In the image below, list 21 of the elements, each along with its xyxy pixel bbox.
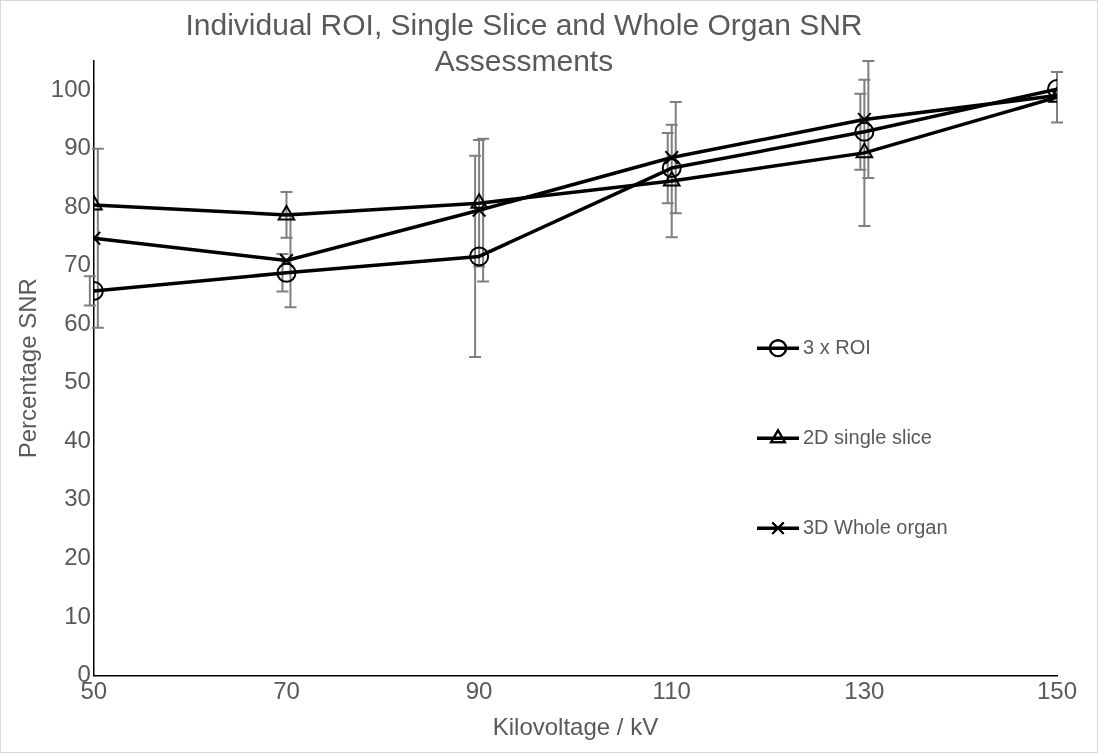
legend-label: 3 x ROI <box>803 335 871 358</box>
y-tick-label: 20 <box>64 543 91 570</box>
x-tick-label: 90 <box>465 677 493 705</box>
legend-label: 3D Whole organ <box>803 515 948 538</box>
x-tick-label: 70 <box>273 677 300 705</box>
x-tick-label: 130 <box>844 677 885 705</box>
y-tick-label: 40 <box>64 425 91 453</box>
x-tick-label: 150 <box>1036 677 1078 705</box>
y-tick-label: 100 <box>50 74 91 102</box>
y-tick-label: 90 <box>64 133 91 161</box>
y-tick-label: 70 <box>64 250 91 278</box>
y-tick-label: 60 <box>64 308 91 336</box>
y-tick-label: 80 <box>64 191 91 219</box>
y-tick-label: 10 <box>64 601 91 629</box>
chart-title: Individual ROI, Single Slice and Whole Organ SNR Assessments <box>184 7 864 79</box>
y-axis-title: Percentage SNR <box>14 278 42 459</box>
legend-label: 2D single slice <box>803 425 932 448</box>
x-axis-title: Kilovoltage / kV <box>492 713 659 741</box>
x-tick-label: 110 <box>652 677 691 705</box>
y-tick-label: 50 <box>64 367 91 395</box>
y-tick-label: 30 <box>64 484 91 512</box>
